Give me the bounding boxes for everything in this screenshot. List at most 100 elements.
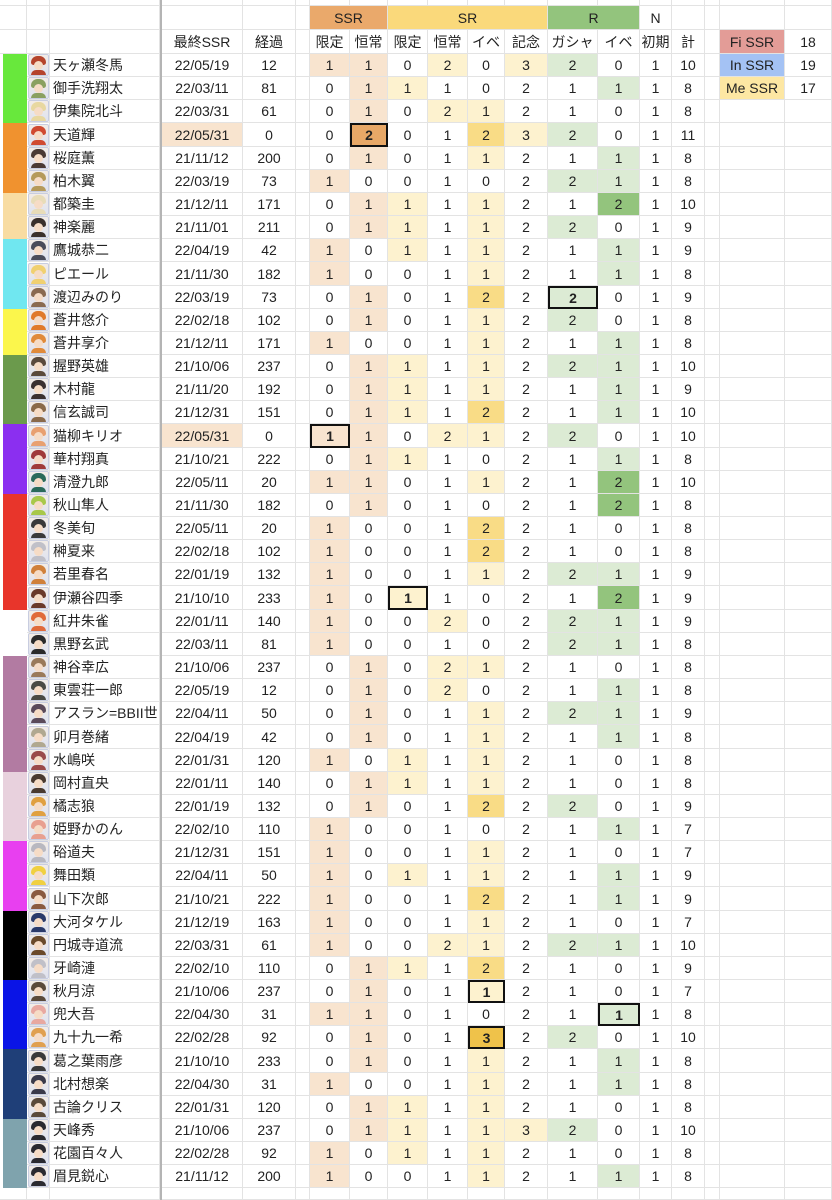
cell[interactable] [296,1026,310,1049]
count-cell[interactable]: 1 [640,286,672,309]
count-cell[interactable]: 1 [548,1003,598,1026]
cell[interactable] [705,170,720,193]
count-cell[interactable]: 1 [350,309,388,332]
last-ssr-date[interactable]: 22/03/11 [162,77,243,100]
idol-name[interactable]: 眉見鋭心 [50,1165,160,1188]
last-ssr-date[interactable]: 21/10/06 [162,1119,243,1142]
count-cell[interactable]: 2 [505,563,548,586]
cell[interactable] [720,1165,785,1188]
count-cell[interactable]: 2 [505,471,548,494]
count-cell[interactable]: 1 [640,610,672,633]
count-cell[interactable]: 2 [428,54,468,77]
count-cell[interactable]: 1 [640,586,672,610]
cell[interactable] [350,1188,388,1200]
cell[interactable] [785,1119,832,1142]
count-cell[interactable]: 1 [310,332,350,355]
count-cell[interactable]: 1 [468,471,505,494]
cell[interactable] [296,239,310,262]
count-cell[interactable]: 1 [640,980,672,1003]
days-elapsed[interactable]: 132 [243,795,296,818]
count-cell[interactable]: 8 [672,1003,705,1026]
count-cell[interactable]: 1 [310,54,350,77]
cell[interactable] [720,1026,785,1049]
count-cell[interactable]: 1 [428,471,468,494]
count-cell[interactable]: 1 [428,772,468,795]
count-cell[interactable]: 10 [672,1119,705,1142]
days-elapsed[interactable]: 163 [243,911,296,934]
count-cell[interactable]: 1 [468,309,505,332]
cell[interactable] [785,193,832,216]
cell[interactable] [785,1049,832,1073]
cell[interactable] [720,6,785,30]
days-elapsed[interactable]: 237 [243,1119,296,1142]
count-cell[interactable]: 9 [672,864,705,887]
cell[interactable] [705,864,720,887]
count-cell[interactable]: 0 [350,540,388,563]
count-cell[interactable]: 1 [640,679,672,702]
count-cell[interactable]: 1 [640,795,672,818]
count-cell[interactable]: 1 [468,980,505,1003]
last-ssr-date[interactable]: 22/03/19 [162,170,243,193]
count-cell[interactable]: 1 [350,216,388,239]
cell[interactable] [296,494,310,517]
count-cell[interactable]: 1 [640,1119,672,1142]
count-cell[interactable]: 1 [640,1073,672,1096]
days-elapsed[interactable]: 20 [243,471,296,494]
count-cell[interactable]: 1 [598,1073,640,1096]
count-cell[interactable]: 1 [428,818,468,841]
count-cell[interactable]: 1 [428,401,468,424]
count-cell[interactable]: 0 [350,887,388,911]
last-ssr-date[interactable]: 22/05/19 [162,54,243,77]
cell[interactable] [162,6,243,30]
count-cell[interactable]: 9 [672,239,705,262]
count-cell[interactable]: 1 [428,309,468,332]
count-cell[interactable]: 2 [548,795,598,818]
idol-name[interactable]: 蒼井享介 [50,332,160,355]
cell[interactable] [296,216,310,239]
cell[interactable] [785,702,832,725]
last-ssr-date[interactable]: 21/12/19 [162,911,243,934]
idol-name[interactable]: 古論クリス [50,1096,160,1119]
count-cell[interactable]: 1 [640,170,672,193]
count-cell[interactable]: 2 [428,100,468,123]
cell[interactable] [296,1165,310,1188]
last-ssr-date[interactable]: 22/04/30 [162,1073,243,1096]
count-cell[interactable]: 2 [548,563,598,586]
count-cell[interactable]: 8 [672,1165,705,1188]
cell[interactable] [785,610,832,633]
count-cell[interactable]: 1 [598,262,640,286]
count-cell[interactable]: 1 [598,170,640,193]
last-ssr-date[interactable]: 21/11/20 [162,378,243,401]
count-cell[interactable]: 0 [310,355,350,378]
count-cell[interactable]: 1 [548,656,598,679]
count-cell[interactable]: 0 [598,656,640,679]
cell[interactable] [720,1142,785,1165]
cell[interactable] [350,0,388,6]
count-cell[interactable]: 1 [640,424,672,448]
count-cell[interactable]: 2 [468,286,505,309]
cell[interactable] [720,1003,785,1026]
count-cell[interactable]: 2 [428,679,468,702]
count-cell[interactable]: 2 [505,887,548,911]
count-cell[interactable]: 2 [505,1096,548,1119]
count-cell[interactable]: 2 [505,494,548,517]
last-ssr-date[interactable]: 21/10/06 [162,656,243,679]
count-cell[interactable]: 2 [548,1119,598,1142]
cell[interactable] [296,749,310,772]
count-cell[interactable]: 1 [468,1142,505,1165]
cell[interactable] [705,563,720,586]
cell[interactable] [785,355,832,378]
count-cell[interactable]: 0 [598,1142,640,1165]
count-cell[interactable]: 1 [310,911,350,934]
count-cell[interactable]: 2 [548,1026,598,1049]
cell[interactable] [388,0,428,6]
count-cell[interactable]: 1 [428,170,468,193]
cell[interactable] [785,239,832,262]
count-cell[interactable]: 3 [505,123,548,147]
count-cell[interactable]: 1 [468,841,505,864]
idol-name[interactable]: 桜庭薫 [50,147,160,170]
count-cell[interactable]: 1 [548,100,598,123]
count-cell[interactable]: 1 [468,563,505,586]
count-cell[interactable]: 0 [310,1096,350,1119]
cell[interactable] [720,239,785,262]
